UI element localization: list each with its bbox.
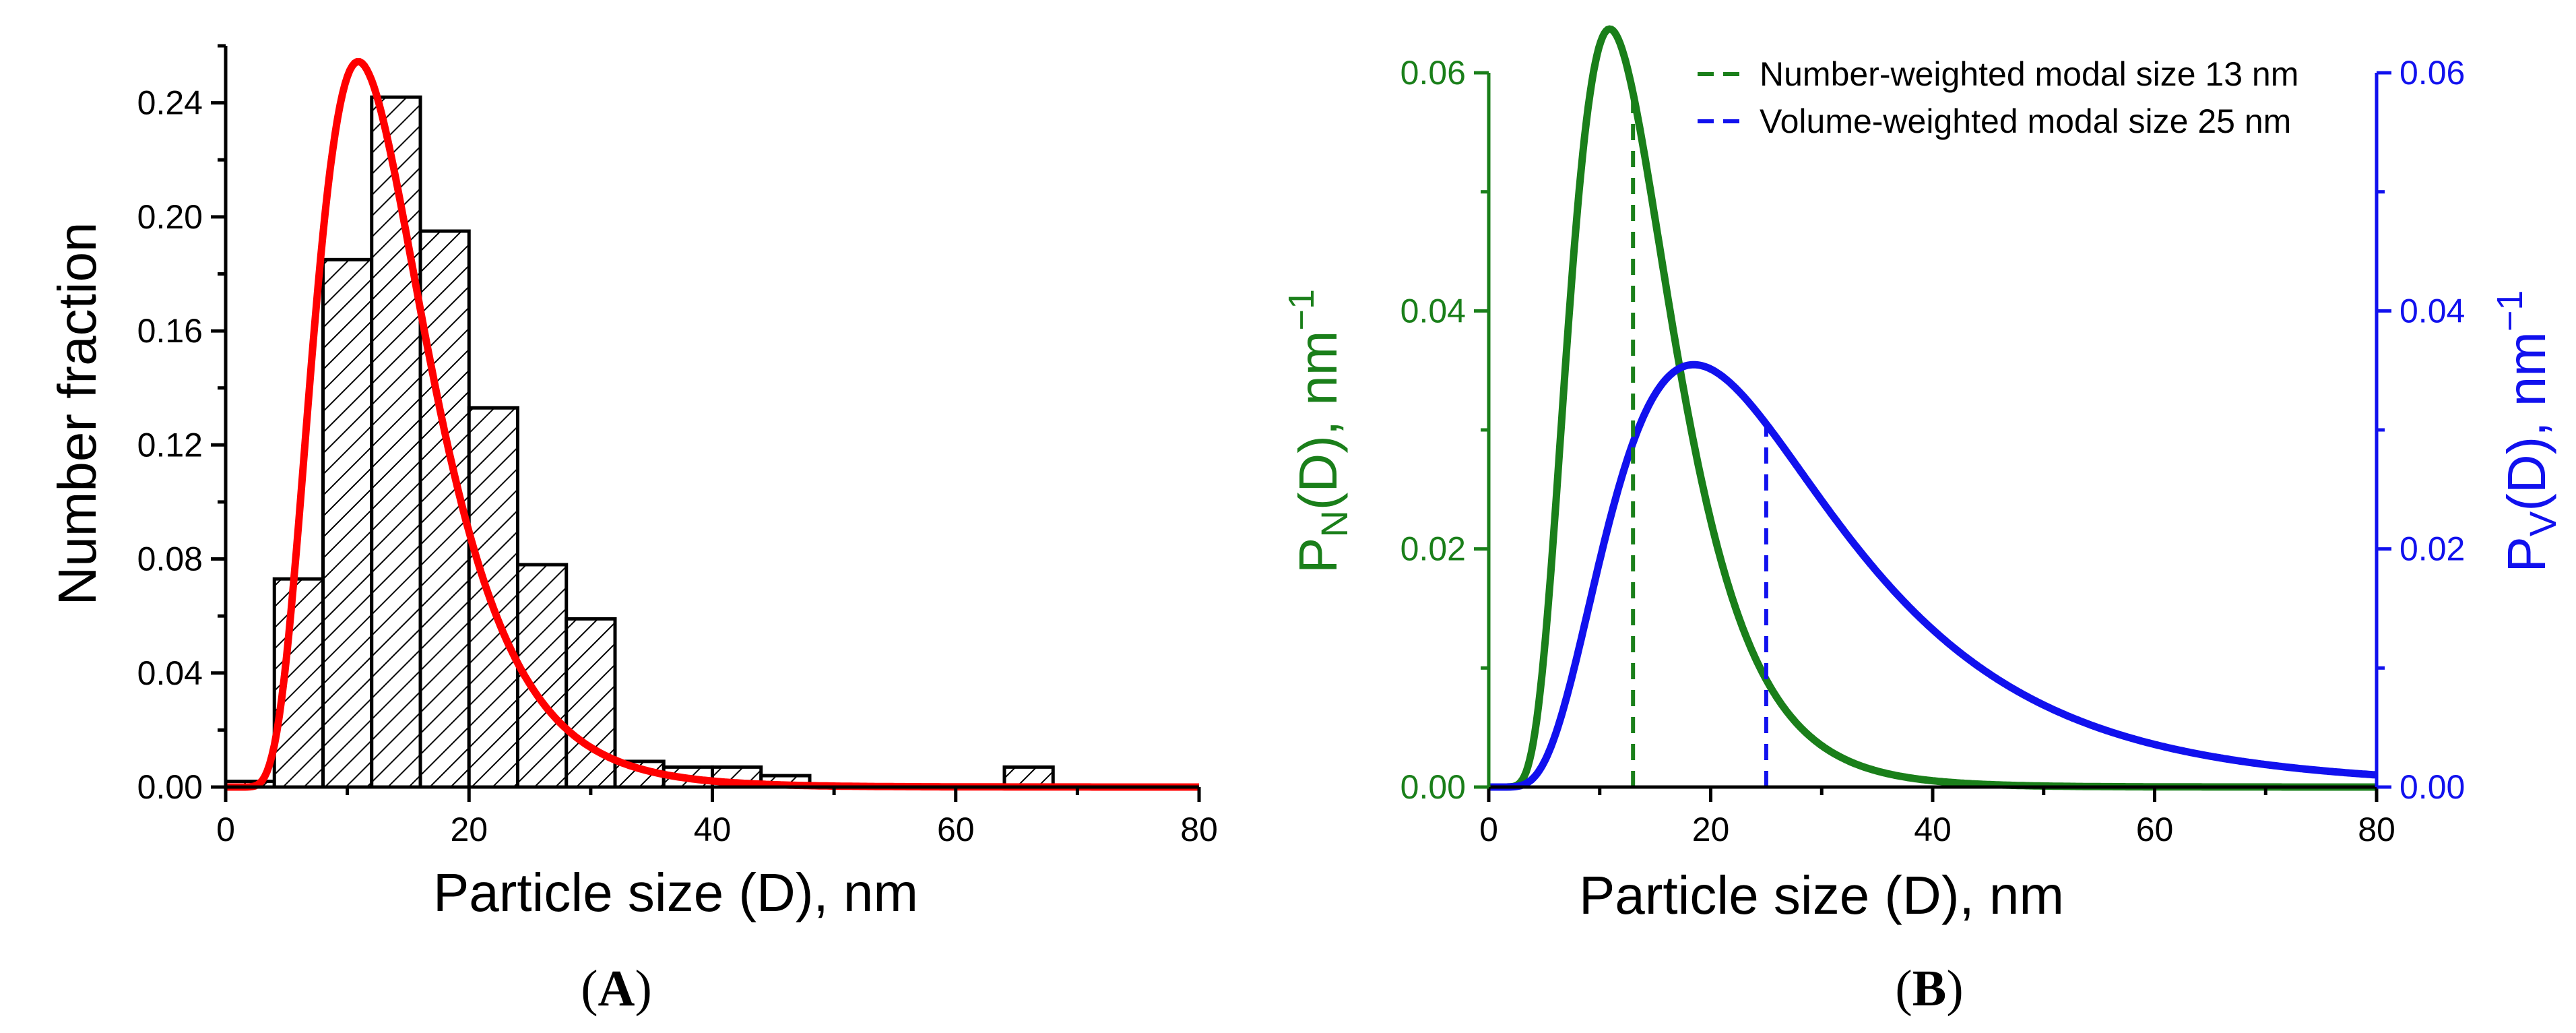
panel-a-y-tick-labels: 0.00 0.04 0.08 0.12 0.16 0.20 0.24 [137, 84, 203, 806]
panel-a-chart: 0 20 40 60 80 0.00 0.04 0.08 0.12 0.16 0.20 0.24 P… [47, 44, 1218, 1017]
panel-a-x-tick-label: 0 [216, 811, 235, 848]
panel-b-x-tick-label: 80 [2358, 811, 2395, 848]
panel-b-label: (B) [1895, 960, 1963, 1017]
panel-b-right-y-tick-labels: 0.00 0.02 0.04 0.06 [2400, 54, 2465, 806]
panel-a-x-tick-label: 60 [937, 811, 975, 848]
number-weighted-curve [1489, 25, 2377, 791]
panel-b-left-y-tick-label: 0.02 [1400, 530, 1466, 568]
panel-a-axes [211, 44, 1201, 802]
panel-b-x-axis-label: Particle size (D), nm [1579, 865, 2064, 925]
histogram-bar [565, 617, 617, 789]
panel-b-left-y-tick-label: 0.04 [1400, 292, 1466, 330]
panel-a-x-tick-label: 20 [450, 811, 488, 848]
panel-b-right-y-tick-label: 0.02 [2400, 530, 2465, 568]
panel-b-left-y-tick-label: 0.06 [1400, 54, 1466, 92]
panel-b-chart: 0 20 40 60 80 0.000.020.040.06 0.000.020.040… [1281, 25, 2564, 1017]
panel-a-y-axis-label: Number fraction [47, 222, 107, 605]
panel-a-x-tick-label: 80 [1180, 811, 1218, 848]
volume-weighted-curve [1489, 361, 2377, 791]
panel-a-x-tick-label: 40 [694, 811, 732, 848]
panel-b-right-y-tick-label: 0.04 [2400, 292, 2465, 330]
panel-a-y-tick-label: 0.24 [137, 84, 203, 122]
panel-b-right-y-tick-label: 0.00 [2400, 768, 2465, 806]
panel-b-left-y-axis-label: PN(D), nm−1 [1281, 289, 1355, 573]
panel-a-y-tick-label: 0.16 [137, 312, 203, 350]
legend: Number-weighted modal size 13 nm Volume-… [1698, 55, 2298, 140]
legend-number-weighted-label: Number-weighted modal size 13 nm [1760, 55, 2298, 93]
panel-a-y-tick-label: 0.12 [137, 426, 203, 464]
panel-a-x-tick-labels: 0 20 40 60 80 [216, 811, 1218, 848]
panel-a-y-tick-label: 0.04 [137, 654, 203, 692]
panel-b-x-tick-labels: 0 20 40 60 80 [1479, 811, 2395, 848]
panel-b-axes [1474, 71, 2391, 802]
panel-b-right-y-tick-label: 0.06 [2400, 54, 2465, 92]
legend-volume-weighted-label: Volume-weighted modal size 25 nm [1760, 102, 2291, 140]
panel-b-x-tick-label: 20 [1692, 811, 1730, 848]
panel-a-y-tick-label: 0.08 [137, 540, 203, 578]
panel-a-label: (A) [581, 960, 652, 1017]
histogram-bar [370, 95, 422, 789]
panel-b-x-tick-label: 0 [1479, 811, 1498, 848]
panel-b-x-tick-label: 60 [2136, 811, 2174, 848]
histogram-bar [321, 257, 374, 789]
panel-b-x-tick-label: 40 [1914, 811, 1952, 848]
panel-a-y-tick-label: 0.00 [137, 768, 203, 806]
panel-b-left-y-tick-label: 0.00 [1400, 768, 1466, 806]
panel-b-right-y-axis-label: PV(D), nm−1 [2490, 290, 2564, 573]
panel-a-x-axis-label: Particle size (D), nm [433, 863, 918, 922]
histogram-bars [224, 95, 1055, 789]
panel-b-left-y-tick-labels: 0.00 0.02 0.04 0.06 [1400, 54, 1466, 806]
panel-a-y-tick-label: 0.20 [137, 198, 203, 236]
